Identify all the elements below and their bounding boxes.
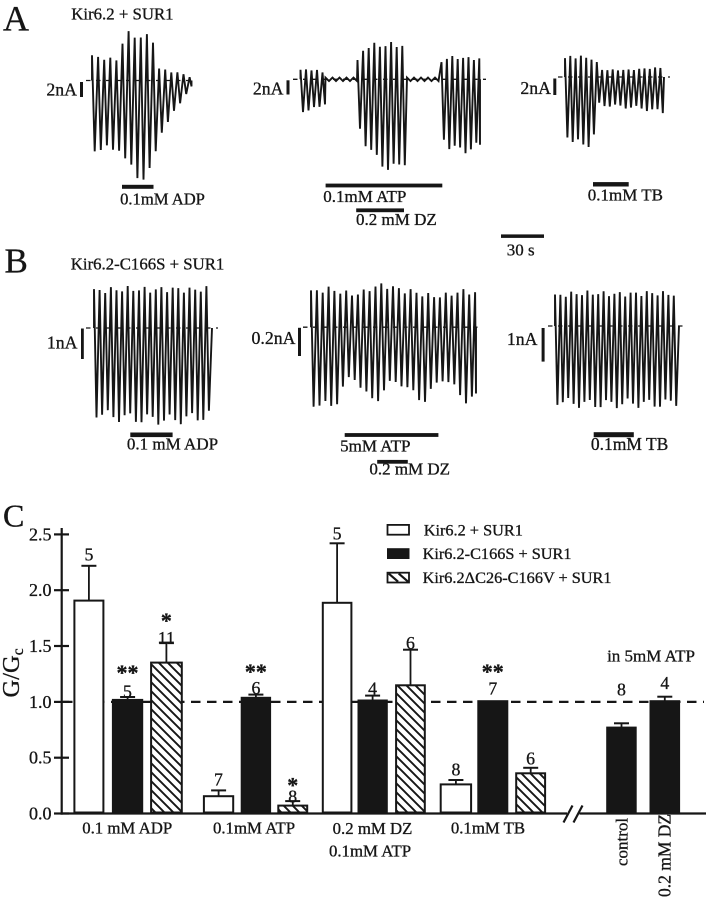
- svg-text:0.1mM TB: 0.1mM TB: [591, 434, 668, 454]
- svg-text:B: B: [5, 242, 28, 281]
- svg-text:4: 4: [368, 679, 377, 699]
- svg-text:G/Gc: G/Gc: [0, 648, 27, 697]
- svg-text:8: 8: [451, 760, 460, 780]
- svg-text:**: **: [117, 660, 139, 685]
- svg-text:11: 11: [158, 628, 175, 648]
- svg-text:0.2 mM DZ: 0.2 mM DZ: [369, 460, 450, 479]
- svg-text:**: **: [245, 659, 267, 684]
- svg-text:2nA: 2nA: [46, 80, 77, 100]
- svg-text:0.2 mM DZ: 0.2 mM DZ: [356, 210, 437, 229]
- svg-text:in 5mM ATP: in 5mM ATP: [607, 647, 695, 666]
- svg-text:0.2 mM DZ: 0.2 mM DZ: [333, 819, 413, 838]
- svg-text:6: 6: [251, 678, 260, 698]
- svg-text:1nA: 1nA: [507, 329, 538, 349]
- svg-text:Kir6.2 + SUR1: Kir6.2 + SUR1: [71, 5, 173, 24]
- svg-text:0.1 mM ADP: 0.1 mM ADP: [82, 819, 172, 838]
- svg-text:*: *: [161, 608, 172, 633]
- svg-text:0.1mM ATP: 0.1mM ATP: [213, 819, 295, 838]
- svg-text:C: C: [3, 498, 24, 534]
- svg-text:0.0: 0.0: [29, 804, 52, 824]
- svg-text:0.1mM ADP: 0.1mM ADP: [120, 190, 205, 209]
- svg-text:1.5: 1.5: [29, 636, 52, 656]
- svg-text:8: 8: [288, 787, 297, 807]
- svg-text:7: 7: [214, 770, 223, 790]
- svg-text:7: 7: [488, 679, 497, 699]
- svg-text:2nA: 2nA: [520, 78, 551, 98]
- svg-text:4: 4: [660, 673, 669, 693]
- svg-text:**: **: [482, 659, 504, 684]
- svg-text:Kir6.2-C166S + SUR1: Kir6.2-C166S + SUR1: [423, 544, 572, 563]
- svg-text:5: 5: [333, 524, 342, 544]
- svg-text:0.1mM ATP: 0.1mM ATP: [323, 187, 406, 206]
- svg-text:Kir6.2-C166S + SUR1: Kir6.2-C166S + SUR1: [71, 255, 225, 274]
- svg-text:2.0: 2.0: [29, 580, 52, 600]
- svg-text:30 s: 30 s: [507, 241, 535, 260]
- svg-text:6: 6: [526, 749, 535, 769]
- svg-text:0.5: 0.5: [29, 748, 52, 768]
- svg-text:0.2nA: 0.2nA: [252, 328, 296, 348]
- svg-text:0.1 mM ADP: 0.1 mM ADP: [127, 435, 218, 454]
- svg-text:0.1mM TB: 0.1mM TB: [588, 186, 663, 205]
- svg-text:8: 8: [617, 680, 626, 700]
- svg-text:1.0: 1.0: [29, 692, 52, 712]
- svg-text:0.2 mM DZ: 0.2 mM DZ: [655, 814, 675, 897]
- svg-text:control: control: [613, 818, 632, 866]
- svg-text:Kir6.2 + SUR1: Kir6.2 + SUR1: [424, 521, 523, 540]
- svg-text:0.1mM TB: 0.1mM TB: [451, 819, 525, 838]
- svg-text:5: 5: [123, 682, 132, 702]
- svg-text:5mM ATP: 5mM ATP: [340, 437, 410, 456]
- svg-text:A: A: [3, 0, 29, 39]
- svg-text:*: *: [287, 773, 298, 798]
- svg-text:2.5: 2.5: [29, 524, 52, 544]
- svg-text:6: 6: [406, 633, 415, 653]
- svg-text:1nA: 1nA: [47, 333, 78, 353]
- svg-text:5: 5: [84, 545, 93, 565]
- svg-text:Kir6.2ΔC26-C166V + SUR1: Kir6.2ΔC26-C166V + SUR1: [423, 568, 612, 587]
- svg-text:2nA: 2nA: [253, 79, 284, 99]
- svg-text:0.1mM ATP: 0.1mM ATP: [329, 842, 411, 861]
